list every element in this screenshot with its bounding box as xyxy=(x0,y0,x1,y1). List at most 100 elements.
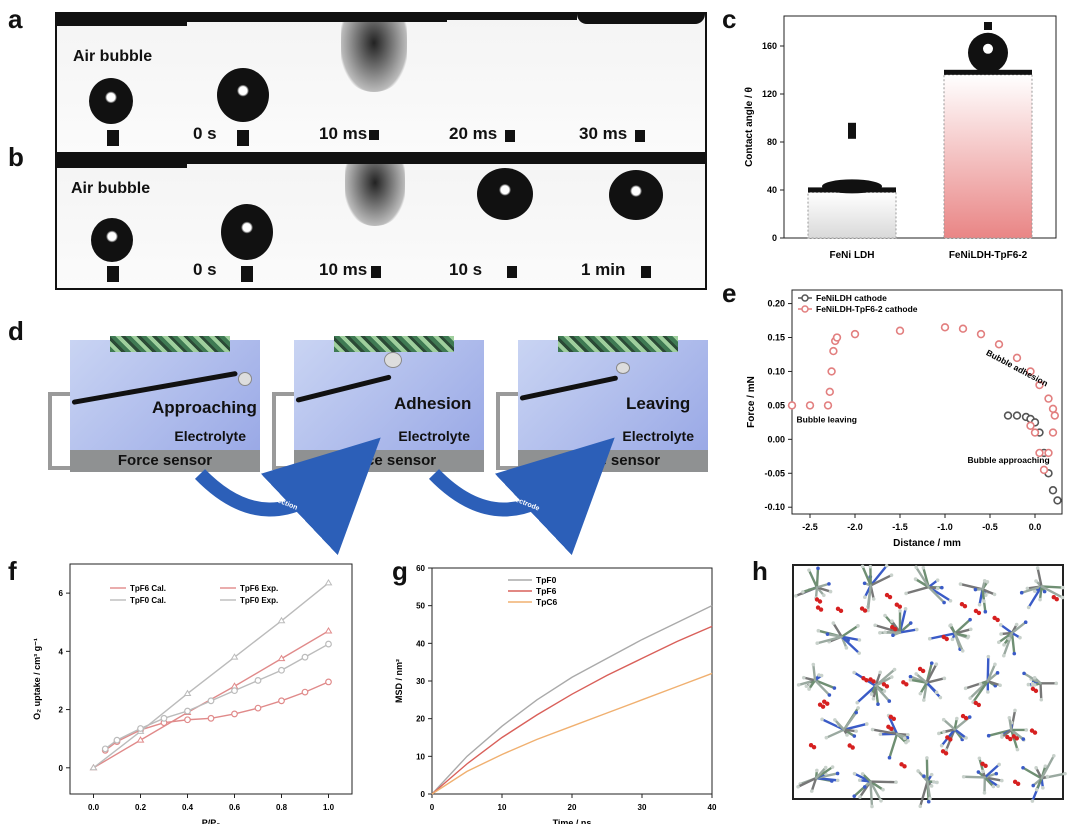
atom xyxy=(855,700,860,705)
step-action-label: Leaving xyxy=(626,394,691,413)
atom xyxy=(854,729,858,733)
data-point xyxy=(301,653,309,661)
data-point xyxy=(1030,428,1040,437)
bond xyxy=(925,662,938,684)
data-point xyxy=(827,367,836,376)
data-point xyxy=(1012,353,1022,363)
atom xyxy=(994,771,999,776)
atom xyxy=(908,674,913,679)
bond xyxy=(813,679,836,690)
data-point xyxy=(825,387,835,397)
atom xyxy=(929,772,934,777)
plot-frame xyxy=(791,289,1063,515)
oxygen-molecule xyxy=(976,702,981,708)
time-label: 10 ms xyxy=(319,260,368,279)
bond xyxy=(1021,766,1043,780)
y-tick-label: 40 xyxy=(767,185,777,195)
atom xyxy=(857,638,862,642)
atom xyxy=(929,661,934,665)
atom xyxy=(801,675,806,680)
atom xyxy=(925,756,929,760)
bond xyxy=(869,573,893,587)
needle-shape xyxy=(635,130,645,142)
bond xyxy=(890,619,902,634)
atom xyxy=(831,621,836,625)
bond xyxy=(1000,728,1013,739)
oxygen-molecule xyxy=(818,607,824,612)
data-point xyxy=(207,697,215,705)
data-point xyxy=(895,326,905,335)
atom xyxy=(1000,778,1004,783)
oxygen-molecule xyxy=(1054,597,1059,602)
frame-b-4: 1 min xyxy=(577,156,705,288)
data-point xyxy=(832,333,842,342)
bond xyxy=(983,763,1001,779)
bond xyxy=(919,780,929,808)
atom xyxy=(835,778,840,783)
bond xyxy=(925,677,946,684)
atom xyxy=(857,778,862,783)
oxygen-molecule xyxy=(962,604,968,609)
atom xyxy=(986,690,990,694)
legend-label: TpF6 Exp. xyxy=(240,584,278,593)
bond xyxy=(926,780,932,800)
step-panel-approaching: Approaching Electrolyte Force sensor xyxy=(70,336,260,472)
atom xyxy=(870,804,874,809)
air-bubble-label-a: Air bubble xyxy=(73,48,153,65)
atom xyxy=(871,696,876,701)
oxygen-molecule xyxy=(948,737,953,742)
legend-label: TpF0 Exp. xyxy=(240,596,278,605)
oxygen-molecule xyxy=(944,636,949,642)
data-point xyxy=(325,640,332,648)
x-tick-label: -1.0 xyxy=(937,522,953,532)
data-point xyxy=(137,725,144,732)
bond xyxy=(914,672,928,684)
atom xyxy=(934,662,939,666)
data-point xyxy=(277,616,286,624)
atom xyxy=(801,590,805,594)
bond xyxy=(1034,766,1043,780)
y-tick-label: 0 xyxy=(772,233,777,243)
x-tick-label: 0.4 xyxy=(182,803,194,812)
cycle-arrows: Change moving direction Detaches from ai… xyxy=(194,437,615,556)
y-tick-label: 0.20 xyxy=(767,299,785,309)
atom xyxy=(1031,783,1036,788)
atom xyxy=(981,769,985,774)
oxygen-molecule xyxy=(983,763,988,769)
atom xyxy=(1000,735,1004,739)
time-label: 1 min xyxy=(581,260,626,279)
air-bubble-label-b: Air bubble xyxy=(71,180,151,197)
plot-frame xyxy=(783,15,1057,239)
x-tick-label: -2.5 xyxy=(802,522,818,532)
atom xyxy=(889,573,894,577)
atom xyxy=(961,774,966,779)
oxygen-molecule xyxy=(893,626,898,632)
bond xyxy=(1010,621,1027,635)
data-point xyxy=(324,626,333,634)
atom xyxy=(827,582,831,586)
y-tick-label: 0.10 xyxy=(767,366,785,376)
atom xyxy=(835,771,840,776)
atom xyxy=(906,739,910,743)
frame-a-4: 30 ms xyxy=(577,14,705,152)
y-tick-label: 0 xyxy=(59,764,64,773)
atom xyxy=(944,748,948,752)
y-tick-label: 120 xyxy=(762,89,777,99)
oxygen-molecule xyxy=(817,599,823,604)
atom xyxy=(935,780,939,785)
panel-b-image-strip: Air bubble 0 s 10 ms 10 s 1 min xyxy=(55,154,707,290)
atom xyxy=(1035,566,1040,570)
atom xyxy=(891,633,895,638)
plot-frame xyxy=(69,563,353,795)
atom xyxy=(949,623,953,627)
data-point xyxy=(254,677,262,684)
atom xyxy=(794,594,798,598)
atom xyxy=(824,735,829,740)
atom xyxy=(1013,708,1017,713)
atom xyxy=(1026,682,1031,687)
atom xyxy=(986,733,991,738)
data-point xyxy=(787,401,797,410)
data-point xyxy=(1048,428,1058,437)
atom xyxy=(1022,671,1026,676)
atom xyxy=(940,585,944,590)
